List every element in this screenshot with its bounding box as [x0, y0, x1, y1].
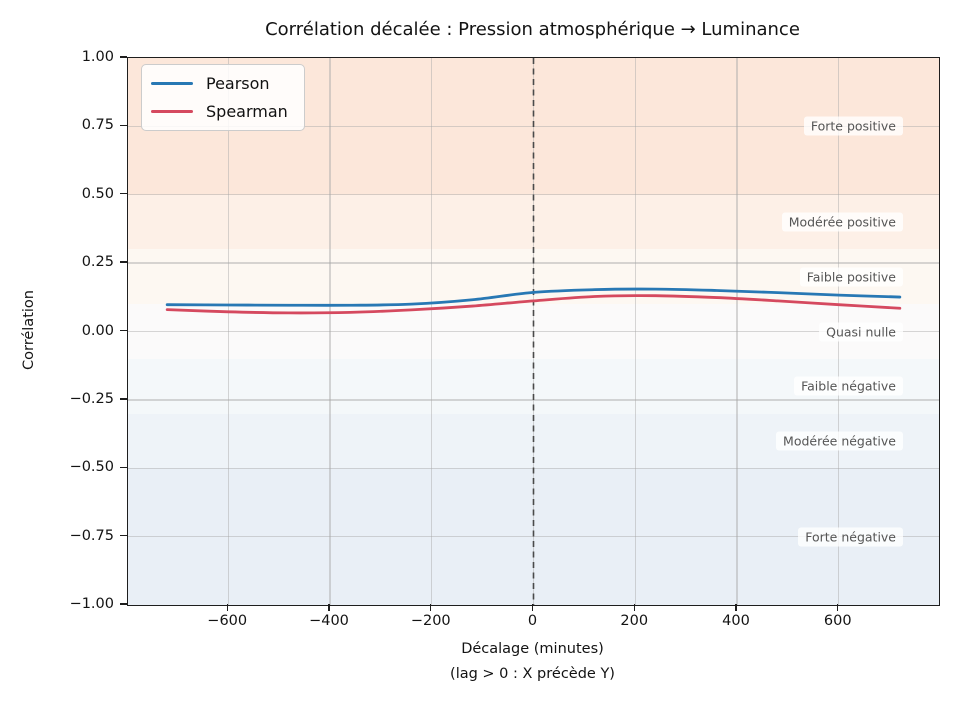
series-line-pearson — [165, 287, 902, 307]
y-tick — [120, 261, 127, 263]
x-axis-sublabel: (lag > 0 : X précède Y) — [450, 666, 615, 682]
x-tick — [531, 604, 534, 611]
v-gridline — [431, 58, 433, 605]
legend-item-spearman: Spearman — [151, 102, 288, 121]
y-tick — [120, 603, 127, 605]
x-tick-label: −600 — [207, 613, 248, 629]
y-tick — [120, 193, 127, 195]
plot-area: Forte positive Modérée positive Faible pos… — [127, 57, 940, 606]
x-tick-label: 600 — [823, 613, 852, 629]
x-tick — [837, 604, 839, 611]
legend-item-pearson: Pearson — [151, 74, 288, 93]
band-label: Forte positive — [803, 116, 903, 136]
band-label: Modérée positive — [781, 212, 903, 232]
legend-label: Spearman — [206, 102, 288, 121]
y-tick-label: −0.50 — [69, 459, 114, 476]
x-tick — [633, 604, 635, 611]
y-tick — [120, 534, 127, 537]
y-tick-label: 0.25 — [81, 254, 114, 271]
band-label: Quasi nulle — [819, 322, 903, 341]
v-gridline — [227, 58, 229, 605]
y-tick — [120, 398, 127, 400]
band-label: Forte négative — [798, 527, 903, 547]
series-lines — [165, 58, 902, 605]
chart-title: Corrélation décalée : Pression atmosphér… — [265, 19, 800, 40]
v-gridline — [736, 58, 738, 605]
x-tick-label: 0 — [527, 613, 538, 629]
band-label: Modérée négative — [776, 431, 903, 451]
y-tick-label: 1.00 — [81, 49, 114, 65]
x-tick — [735, 604, 737, 611]
x-tick-label: −200 — [410, 613, 451, 629]
v-gridline — [329, 58, 331, 605]
x-tick-label: 400 — [722, 613, 750, 629]
legend: Pearson Spearman — [141, 64, 305, 131]
y-tick-label: 0.00 — [81, 322, 114, 339]
y-tick — [120, 466, 127, 468]
h-gridline — [128, 535, 939, 538]
y-tick-label: 0.75 — [81, 117, 114, 134]
legend-line-swatch — [151, 109, 193, 114]
legend-line-swatch — [151, 81, 193, 86]
y-tick — [120, 124, 127, 127]
y-tick-label: −1.00 — [69, 596, 114, 612]
y-tick-label: −0.25 — [69, 390, 114, 407]
x-axis-label: Décalage (minutes) — [461, 641, 604, 657]
x-tick — [328, 604, 330, 611]
x-tick — [430, 604, 432, 611]
legend-label: Pearson — [206, 74, 270, 93]
series-line-spearman — [165, 294, 902, 315]
v-gridline — [634, 58, 636, 605]
y-tick-label: −0.75 — [69, 527, 114, 544]
x-tick-label: 200 — [620, 613, 649, 629]
y-tick — [120, 329, 127, 332]
x-tick-label: −400 — [309, 613, 349, 629]
x-tick — [226, 604, 228, 611]
y-tick-label: 0.50 — [81, 185, 114, 202]
y-tick — [120, 56, 127, 58]
band-label: Faible positive — [799, 267, 903, 287]
band-label: Faible négative — [794, 376, 903, 396]
